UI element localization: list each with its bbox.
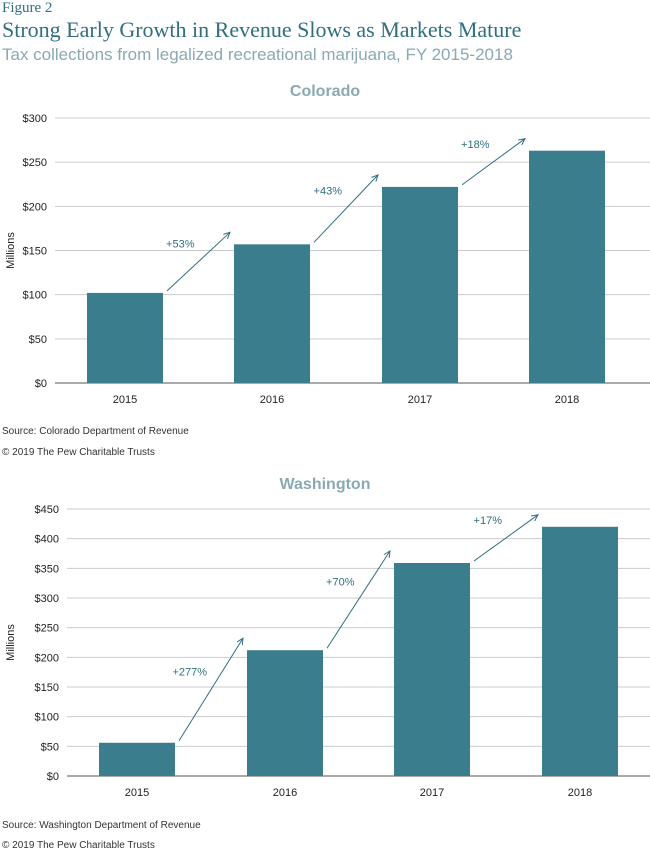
colorado-credit: © 2019 The Pew Charitable Trusts: [2, 447, 155, 458]
colorado-growth-arrow: [313, 174, 379, 243]
colorado-x-tick-label: 2017: [408, 394, 432, 406]
figure-label: Figure 2: [2, 0, 53, 16]
colorado-y-tick-label: $100: [23, 290, 47, 302]
colorado-x-tick-label: 2018: [555, 394, 579, 406]
colorado-x-tick-label: 2015: [113, 394, 137, 406]
colorado-y-tick-label: $0: [35, 378, 47, 390]
washington-x-tick-label: 2016: [273, 787, 297, 799]
washington-bar-2015: [99, 742, 175, 776]
colorado-growth-arrowhead: [223, 231, 231, 240]
washington-y-tick-label: $0: [47, 771, 59, 783]
colorado-y-tick-label: $300: [23, 113, 47, 125]
colorado-bar-2015: [87, 292, 163, 383]
washington-y-tick-label: $150: [35, 682, 59, 694]
washington-chart: $0 $50 $100 $150 $200 $250 $300 $350 $400 $450 Mil…: [5, 504, 650, 799]
washington-y-tick-label: $450: [35, 504, 59, 516]
colorado-growth-label: +43%: [314, 186, 343, 198]
washington-growth-arrowhead: [236, 637, 244, 646]
colorado-growth-arrowhead: [371, 174, 379, 182]
colorado-y-tick-label: $250: [23, 157, 47, 169]
colorado-bar-2018: [529, 150, 605, 383]
colorado-bar-2017: [382, 186, 458, 383]
washington-growth-arrow: [326, 550, 391, 649]
colorado-chart: $0 $50 $100 $150 $200 $250 $300 Millions 2015 201…: [5, 113, 650, 406]
washington-bar-2018: [542, 526, 618, 776]
washington-y-axis-label: Millions: [5, 624, 17, 661]
washington-y-tick-label: $300: [35, 593, 59, 605]
washington-bar-2017: [394, 562, 470, 776]
washington-growth-arrowhead: [383, 550, 391, 559]
washington-bar-2016: [247, 650, 323, 776]
colorado-growth-arrow: [166, 231, 231, 292]
figure-title: Strong Early Growth in Revenue Slows as …: [2, 17, 522, 42]
washington-growth-label: +277%: [172, 666, 207, 678]
washington-chart-title: Washington: [279, 476, 371, 493]
colorado-x-tick-label: 2016: [260, 394, 284, 406]
figure-subtitle: Tax collections from legalized recreatio…: [2, 45, 513, 64]
washington-y-tick-label: $400: [35, 534, 59, 546]
washington-growth-label: +70%: [326, 577, 355, 589]
washington-y-tick-label: $250: [35, 623, 59, 635]
colorado-y-axis-label: Millions: [5, 232, 17, 269]
washington-growth-arrow: [473, 514, 539, 562]
washington-y-tick-label: $100: [35, 712, 59, 724]
washington-source: Source: Washington Department of Revenue: [2, 820, 201, 831]
colorado-bar-2016: [234, 244, 310, 383]
colorado-growth-label: +18%: [461, 139, 490, 151]
washington-y-tick-label: $50: [41, 741, 59, 753]
colorado-y-tick-label: $150: [23, 246, 47, 258]
washington-x-tick-label: 2018: [568, 787, 592, 799]
washington-y-tick-label: $350: [35, 563, 59, 575]
washington-growth-arrowhead: [531, 514, 539, 522]
colorado-y-tick-label: $50: [29, 334, 47, 346]
colorado-growth-label: +53%: [166, 239, 195, 251]
colorado-y-tick-label: $200: [23, 201, 47, 213]
washington-growth-arrow: [178, 637, 244, 742]
washington-y-tick-label: $200: [35, 652, 59, 664]
washington-x-tick-label: 2017: [420, 787, 444, 799]
washington-credit: © 2019 The Pew Charitable Trusts: [2, 840, 155, 851]
colorado-chart-title: Colorado: [289, 83, 361, 100]
colorado-source: Source: Colorado Department of Revenue: [2, 426, 189, 437]
washington-x-tick-label: 2015: [125, 787, 149, 799]
colorado-growth-arrowhead: [518, 138, 526, 146]
washington-growth-label: +17%: [474, 515, 503, 527]
colorado-growth-arrow: [461, 138, 526, 186]
